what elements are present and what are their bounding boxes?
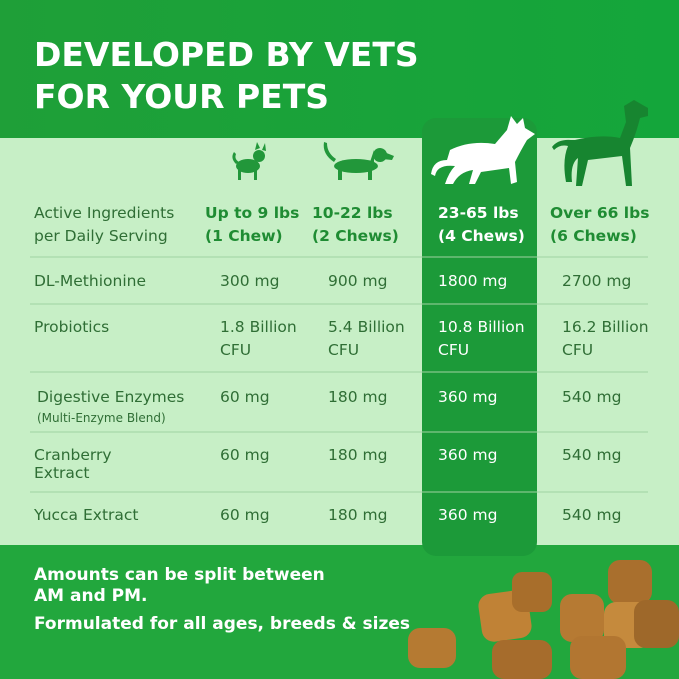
cell-value: 540 mg [562,506,621,524]
cell-value: 360 mg [438,388,497,406]
cell-value: 900 mg [328,272,387,290]
footer-line: Amounts can be split between [34,565,325,585]
chews-image [408,560,679,679]
dachshund-icon [323,142,394,180]
shepherd-icon [431,116,535,184]
cell-value: 540 mg [562,446,621,464]
row-label: Digestive Enzymes [37,388,184,406]
column-header: (2 Chews) [312,227,399,245]
cell-value: 1.8 Billion [220,318,297,336]
highlight-column [422,118,537,556]
title-line: DEVELOPED BY VETS [34,35,419,74]
cell-value: 2700 mg [562,272,631,290]
cell-value: 300 mg [220,272,279,290]
column-header: (6 Chews) [550,227,637,245]
row-label: Extract [34,464,90,482]
row-label: DL-Methionine [34,272,146,290]
cell-value: CFU [438,341,469,359]
table-background [0,138,679,546]
cell-value: 10.8 Billion [438,318,525,336]
cell-value: 1800 mg [438,272,507,290]
cell-value: 180 mg [328,506,387,524]
cell-value: CFU [562,341,593,359]
cell-value: 60 mg [220,506,270,524]
column-header: Over 66 lbs [550,204,649,222]
cell-value: 360 mg [438,446,497,464]
header-label: Active Ingredients [34,204,174,222]
row-label: Probiotics [34,318,109,336]
footer-line: AM and PM. [34,586,148,606]
cell-value: 60 mg [220,446,270,464]
cell-value: 180 mg [328,388,387,406]
column-header: 23-65 lbs [438,204,519,222]
cell-value: 60 mg [220,388,270,406]
table: Active Ingredients per Daily Serving Up to… [30,204,649,524]
footer-line: Formulated for all ages, breeds & sizes [34,614,410,634]
row-label: (Multi-Enzyme Blend) [37,411,166,425]
row-label: Cranberry [34,446,112,464]
row-label: Yucca Extract [33,506,139,524]
cell-value: 360 mg [438,506,497,524]
boxer-icon [552,100,648,186]
cell-value: 5.4 Billion [328,318,405,336]
cell-value: 540 mg [562,388,621,406]
top-banner [0,0,679,140]
column-header: (4 Chews) [438,227,525,245]
column-header: Up to 9 lbs [205,204,299,222]
cell-value: CFU [220,341,251,359]
column-header: (1 Chew) [205,227,283,245]
cell-value: 180 mg [328,446,387,464]
cell-value: CFU [328,341,359,359]
small-dog-icon [232,142,266,180]
header-label: per Daily Serving [34,227,168,245]
column-header: 10-22 lbs [312,204,393,222]
title-line: FOR YOUR PETS [34,77,329,116]
cell-value: 16.2 Billion [562,318,649,336]
